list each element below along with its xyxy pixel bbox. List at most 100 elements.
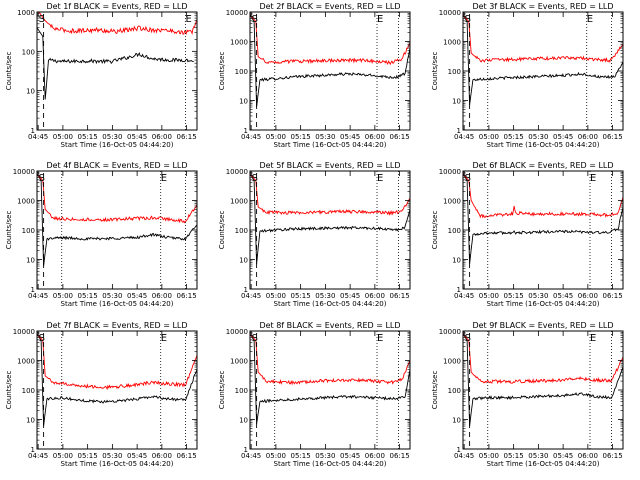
y-tick-label: 100 <box>448 387 461 395</box>
marker-s-label: S <box>39 173 45 184</box>
series-group <box>463 333 623 427</box>
x-axis-label: Start Time (16-Oct-05 04:44:20) <box>61 141 174 149</box>
y-tick-label: 10000 <box>439 168 461 176</box>
y-tick-label: 10000 <box>226 9 248 17</box>
y-axis-label: Counts/sec <box>5 211 13 250</box>
series-group <box>37 173 197 267</box>
x-tick-label: 06:00 <box>365 133 385 141</box>
y-tick-label: 1 <box>457 127 461 135</box>
chart-title: Det 7f BLACK = Events, RED = LLD <box>46 321 187 330</box>
y-tick-label: 10 <box>239 257 248 265</box>
x-tick-label: 06:15 <box>603 133 623 141</box>
x-tick-label: 06:00 <box>152 452 172 460</box>
marker-s-label: S <box>465 333 471 344</box>
series-group <box>250 173 410 265</box>
x-tick-label: 05:30 <box>315 133 335 141</box>
y-tick-label: 1 <box>244 127 248 135</box>
series-group <box>250 333 410 425</box>
y-tick-label: 10000 <box>13 168 35 176</box>
series-line-lld <box>250 173 410 216</box>
y-axis-label: Counts/sec <box>431 371 439 410</box>
y-axis-label: Counts/sec <box>5 371 13 410</box>
x-tick-label: 04:45 <box>241 292 261 300</box>
x-tick-label: 05:30 <box>528 133 548 141</box>
marker-e-label: E <box>377 333 383 344</box>
x-tick-label: 04:45 <box>454 452 474 460</box>
series-group <box>37 12 197 100</box>
x-axis-label: Start Time (16-Oct-05 04:44:20) <box>274 141 387 149</box>
x-tick-label: 05:00 <box>479 452 499 460</box>
marker-s-label: S <box>465 173 471 184</box>
chart-title: Det 3f BLACK = Events, RED = LLD <box>472 2 613 11</box>
x-tick-label: 05:45 <box>127 292 147 300</box>
y-tick-label: 1000 <box>17 358 35 366</box>
y-axis-label: Counts/sec <box>218 211 226 250</box>
x-tick-label: 05:00 <box>53 133 73 141</box>
x-tick-label: 05:45 <box>553 452 573 460</box>
x-tick-label: 05:15 <box>291 292 311 300</box>
series-line-events <box>250 333 410 425</box>
x-tick-label: 06:15 <box>390 133 410 141</box>
x-tick-label: 06:00 <box>152 292 172 300</box>
x-tick-label: 06:15 <box>177 292 197 300</box>
plot-frame <box>462 170 624 290</box>
series-group <box>463 173 623 265</box>
x-tick-label: 06:15 <box>177 452 197 460</box>
plot-frame <box>462 330 624 450</box>
x-tick-label: 06:15 <box>603 292 623 300</box>
x-tick-label: 05:15 <box>78 133 98 141</box>
x-tick-label: 06:00 <box>578 133 598 141</box>
x-tick-label: 05:30 <box>102 292 122 300</box>
x-tick-label: 05:15 <box>291 452 311 460</box>
series-line-lld <box>38 12 197 36</box>
x-axis-label: Start Time (16-Oct-05 04:44:20) <box>61 300 174 308</box>
y-tick-label: 1000 <box>443 358 461 366</box>
x-tick-label: 05:00 <box>266 452 286 460</box>
x-tick-label: 04:45 <box>241 133 261 141</box>
x-tick-label: 06:00 <box>152 133 172 141</box>
x-tick-label: 05:00 <box>479 133 499 141</box>
x-tick-label: 04:45 <box>454 292 474 300</box>
y-axis-label: Counts/sec <box>431 52 439 91</box>
x-axis-label: Start Time (16-Oct-05 04:44:20) <box>61 460 174 468</box>
chart-title: Det 4f BLACK = Events, RED = LLD <box>46 161 187 170</box>
series-line-events <box>463 14 623 106</box>
y-tick-label: 10000 <box>226 168 248 176</box>
y-tick-label: 1000 <box>443 198 461 206</box>
series-line-events <box>37 333 197 427</box>
plot-frame <box>462 11 624 131</box>
series-group <box>463 14 623 106</box>
y-axis-label: Counts/sec <box>218 371 226 410</box>
plot-frame <box>36 11 198 131</box>
chart-title: Det 6f BLACK = Events, RED = LLD <box>472 161 613 170</box>
series-group <box>250 14 410 108</box>
marker-s-label: S <box>465 14 471 25</box>
x-tick-label: 04:45 <box>28 133 48 141</box>
marker-e-label: E <box>161 173 167 184</box>
y-tick-label: 1000 <box>230 198 248 206</box>
y-tick-label: 10000 <box>226 328 248 336</box>
y-tick-label: 1000 <box>17 198 35 206</box>
y-tick-label: 1 <box>457 286 461 294</box>
series-line-events <box>250 14 410 108</box>
y-axis-label: Counts/sec <box>5 52 13 91</box>
y-tick-label: 10000 <box>439 9 461 17</box>
x-tick-label: 05:00 <box>53 292 73 300</box>
x-tick-label: 05:15 <box>291 133 311 141</box>
y-tick-label: 10 <box>26 88 35 96</box>
marker-e-label: E <box>590 333 596 344</box>
x-tick-label: 05:30 <box>528 292 548 300</box>
x-axis-label: Start Time (16-Oct-05 04:44:20) <box>274 300 387 308</box>
x-tick-label: 05:15 <box>78 452 98 460</box>
plot-frame <box>36 170 198 290</box>
x-tick-label: 05:15 <box>504 452 524 460</box>
series-line-events <box>463 333 623 427</box>
x-tick-label: 05:45 <box>127 133 147 141</box>
x-tick-label: 05:00 <box>53 452 73 460</box>
marker-s-label: S <box>252 333 258 344</box>
marker-e-label: E <box>161 333 167 344</box>
x-axis-label: Start Time (16-Oct-05 04:44:20) <box>274 460 387 468</box>
